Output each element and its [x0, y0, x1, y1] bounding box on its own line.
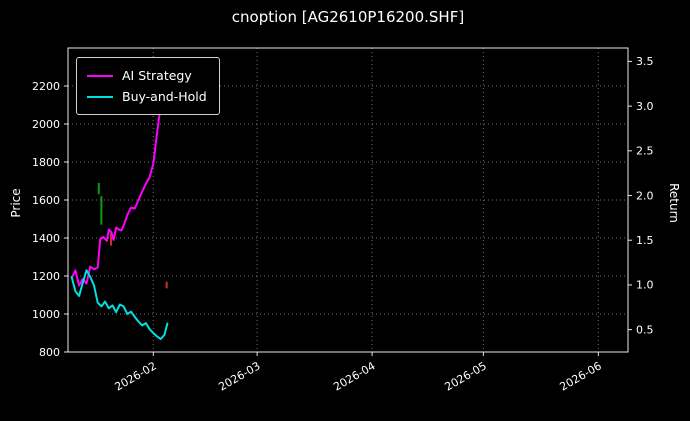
return-tick-label: 3.5	[636, 55, 654, 68]
legend-item-ai-strategy: AI Strategy	[87, 65, 207, 86]
return-tick-label: 0.5	[636, 323, 654, 336]
price-tick-label: 1000	[32, 308, 60, 321]
series-line-ai-strategy	[70, 73, 167, 287]
x-tick-label: 2026-05	[443, 359, 489, 393]
x-tick-label: 2026-04	[331, 359, 377, 393]
legend-label: AI Strategy	[122, 68, 192, 83]
price-tick-label: 1400	[32, 232, 60, 245]
return-axis-label: Return	[667, 183, 681, 223]
price-tick-label: 1800	[32, 156, 60, 169]
series-line-buy-and-hold	[70, 269, 169, 341]
price-axis-label: Price	[9, 188, 23, 218]
return-tick-label: 1.0	[636, 279, 654, 292]
return-tick-label: 2.5	[636, 145, 654, 158]
return-tick-label: 2.0	[636, 189, 654, 202]
price-tick-label: 800	[39, 346, 60, 359]
x-tick-label: 2026-02	[112, 359, 158, 393]
chart-title: cnoption [AG2610P16200.SHF]	[231, 8, 465, 26]
price-tick-label: 1600	[32, 194, 60, 207]
legend-item-buy-and-hold: Buy-and-Hold	[87, 86, 207, 107]
price-tick-label: 2200	[32, 80, 60, 93]
legend: AI Strategy Buy-and-Hold	[76, 57, 220, 115]
buy-and-hold-line-swatch	[87, 95, 113, 98]
return-tick-label: 1.5	[636, 234, 654, 247]
legend-label: Buy-and-Hold	[122, 89, 207, 104]
x-tick-label: 2026-06	[558, 359, 604, 393]
price-tick-label: 1200	[32, 270, 60, 283]
x-tick-label: 2026-03	[216, 359, 262, 393]
price-tick-label: 2000	[32, 118, 60, 131]
return-tick-label: 3.0	[636, 100, 654, 113]
ai-strategy-line-swatch	[87, 74, 113, 77]
